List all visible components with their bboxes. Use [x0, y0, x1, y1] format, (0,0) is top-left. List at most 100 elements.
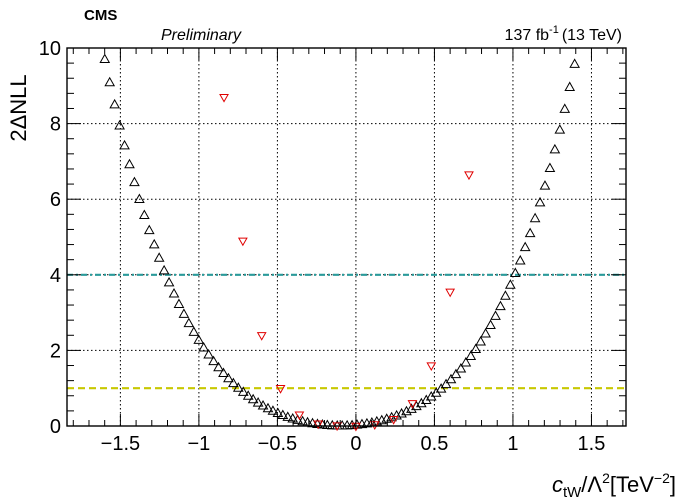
black-marker — [247, 393, 259, 404]
preliminary-label: Preliminary — [161, 27, 242, 44]
x-axis-title: ctW/Λ2[TeV−2] — [552, 470, 676, 501]
black-marker — [173, 298, 185, 309]
black-marker — [223, 372, 234, 383]
black-marker — [104, 76, 116, 87]
black-marker — [119, 139, 130, 150]
red-marker — [275, 385, 286, 394]
red-marker — [464, 171, 474, 181]
black-marker — [485, 319, 496, 329]
black-marker — [242, 390, 254, 400]
black-marker — [401, 405, 412, 416]
grid — [67, 48, 626, 426]
black-marker — [153, 252, 165, 262]
red-marker — [313, 420, 324, 430]
black-marker — [109, 98, 121, 109]
black-marker — [539, 180, 551, 190]
y-tick-label: 10 — [39, 38, 61, 60]
black-marker — [138, 209, 150, 220]
black-marker — [321, 419, 333, 430]
x-tick-label: 1.5 — [578, 433, 606, 455]
red-marker — [426, 362, 437, 372]
black-marker — [158, 264, 170, 275]
black-marker — [480, 328, 491, 338]
black-marker — [213, 361, 224, 372]
black-marker — [282, 411, 294, 421]
black-marker — [549, 143, 561, 154]
black-marker — [554, 124, 566, 134]
y-tick-label: 4 — [50, 265, 61, 287]
black-marker — [514, 254, 526, 265]
lumi-label: 137 fb-1 (13 TeV) — [505, 24, 622, 44]
x-tick-label: −0.5 — [258, 433, 297, 455]
black-marker — [218, 367, 229, 377]
black-marker — [475, 336, 487, 346]
black-marker — [232, 382, 244, 392]
black-marker — [415, 397, 427, 408]
series-black-triangles — [99, 53, 581, 430]
cms-label: CMS — [84, 7, 117, 24]
black-marker — [168, 288, 180, 298]
black-marker — [440, 378, 452, 389]
tick-labels: −1.5 −1 −0.5 0 0.5 1 1.5 0 2 4 6 8 10 — [39, 38, 606, 455]
x-tick-label: 0.5 — [421, 433, 449, 455]
black-marker — [569, 58, 581, 68]
red-marker — [219, 93, 229, 103]
black-marker — [406, 403, 417, 413]
red-marker — [388, 415, 399, 425]
black-marker — [237, 386, 249, 396]
black-marker — [129, 176, 140, 187]
black-marker — [524, 227, 536, 238]
black-marker — [292, 414, 304, 424]
black-marker — [203, 349, 214, 359]
black-marker — [193, 334, 205, 344]
x-tick-label: 1 — [507, 433, 518, 455]
black-marker — [277, 409, 289, 420]
black-marker — [228, 377, 239, 388]
black-marker — [504, 279, 516, 289]
red-marker — [237, 237, 248, 247]
black-marker — [564, 81, 576, 91]
red-marker — [407, 400, 418, 409]
y-axis-title: 2ΔNLL — [6, 74, 31, 141]
x-tick-label: −1.5 — [101, 433, 140, 455]
x-tick-label: 0 — [350, 433, 361, 455]
reference-lines — [67, 273, 626, 390]
black-marker — [188, 326, 200, 336]
black-marker — [252, 397, 264, 407]
black-marker — [450, 368, 462, 379]
black-marker — [396, 407, 407, 418]
black-marker — [445, 373, 457, 384]
black-marker — [267, 405, 279, 415]
black-marker — [183, 317, 195, 328]
black-marker — [534, 196, 546, 207]
black-marker — [500, 290, 511, 300]
black-marker — [544, 162, 556, 173]
black-marker — [163, 276, 175, 287]
black-marker — [143, 224, 155, 235]
black-marker — [495, 300, 506, 311]
black-marker — [208, 355, 219, 366]
y-tick-label: 8 — [50, 114, 61, 136]
y-tick-label: 6 — [50, 189, 61, 211]
black-marker — [519, 241, 531, 252]
black-marker — [455, 362, 467, 373]
black-marker — [509, 267, 521, 277]
black-marker — [420, 394, 432, 404]
black-marker — [99, 53, 111, 63]
series-red-triangles — [219, 93, 474, 432]
plot-frame — [66, 47, 627, 427]
red-marker — [294, 411, 305, 421]
black-marker — [490, 310, 501, 320]
black-marker — [198, 341, 210, 352]
black-marker — [178, 308, 190, 318]
y-tick-label: 2 — [50, 340, 61, 362]
black-marker — [470, 343, 482, 353]
black-marker — [114, 119, 125, 130]
black-marker — [529, 212, 541, 223]
black-marker — [297, 415, 308, 426]
black-marker — [134, 193, 145, 204]
black-marker — [124, 158, 135, 169]
red-marker — [256, 332, 267, 341]
black-marker — [262, 402, 274, 413]
